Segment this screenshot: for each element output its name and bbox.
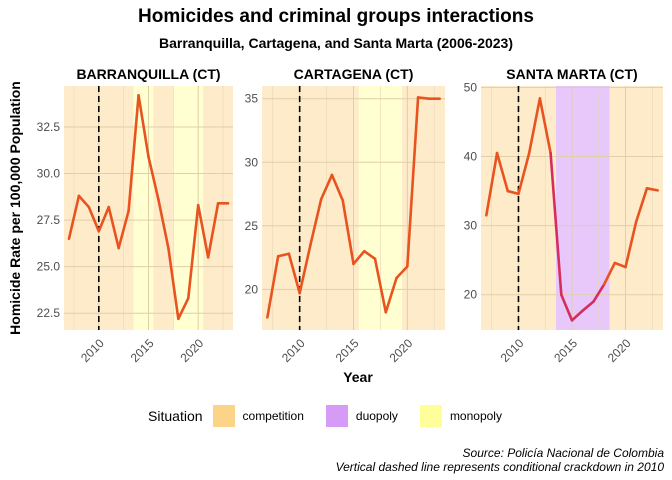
x-tick-label-barranquilla: 2020 bbox=[177, 336, 206, 365]
chart-subtitle: Barranquilla, Cartagena, and Santa Marta… bbox=[158, 35, 514, 51]
regime-band-santa-marta-1 bbox=[555, 86, 610, 330]
note-caption: Vertical dashed line represents conditio… bbox=[335, 460, 664, 474]
y-tick-label-santa-marta: 50 bbox=[464, 80, 478, 94]
x-axis-label: Year bbox=[343, 369, 373, 385]
legend-item-duopoly: duopoly bbox=[325, 405, 398, 427]
series-segment-cartagena bbox=[330, 173, 345, 202]
y-tick-label-santa-marta: 30 bbox=[464, 219, 478, 233]
series-segment-santa-marta bbox=[592, 283, 606, 303]
series-segment-santa-marta bbox=[559, 293, 574, 322]
series-segment-santa-marta bbox=[506, 189, 520, 196]
series-segment-santa-marta bbox=[645, 187, 659, 192]
series-segment-barranquilla bbox=[157, 198, 170, 250]
y-tick-label-barranquilla: 30.0 bbox=[37, 167, 61, 181]
series-segment-barranquilla bbox=[97, 205, 111, 233]
legend-label-competition: competition bbox=[242, 409, 304, 423]
series-segment-cartagena bbox=[406, 96, 420, 268]
legend-label-duopoly: duopoly bbox=[355, 409, 398, 423]
series-segment-santa-marta bbox=[613, 261, 627, 269]
y-tick-label-cartagena: 35 bbox=[245, 92, 259, 106]
series-segment-cartagena bbox=[373, 257, 388, 314]
series-segment-barranquilla bbox=[196, 203, 210, 259]
series-segment-barranquilla bbox=[67, 194, 81, 241]
y-tick-label-barranquilla: 27.5 bbox=[37, 213, 61, 227]
legend: Situation competition duopoly monopoly bbox=[0, 405, 672, 427]
x-tick-label-santa-marta: 2010 bbox=[498, 336, 527, 365]
legend-key-competition bbox=[212, 405, 235, 427]
source-caption: Source: Policía Nacional de Colombia bbox=[462, 446, 664, 460]
series-segment-cartagena bbox=[287, 252, 301, 295]
series-segment-barranquilla bbox=[206, 202, 220, 259]
series-segment-santa-marta bbox=[602, 261, 617, 286]
series-segment-cartagena bbox=[352, 249, 366, 266]
panel-title-santa-marta: SANTA MARTA (CT) bbox=[506, 66, 637, 82]
y-tick-label-cartagena: 30 bbox=[245, 155, 259, 169]
legend-item-monopoly: monopoly bbox=[419, 405, 502, 427]
legend-item-competition: competition bbox=[212, 405, 304, 427]
regime-band-barranquilla-2 bbox=[153, 86, 174, 330]
series-segment-cartagena bbox=[416, 96, 431, 101]
series-segment-cartagena bbox=[276, 252, 291, 258]
regime-band-santa-marta-2 bbox=[609, 86, 663, 330]
y-tick-label-santa-marta: 40 bbox=[464, 150, 478, 164]
y-axis-label: Homicide Rate per 100,000 Population bbox=[7, 81, 23, 335]
series-segment-barranquilla bbox=[147, 155, 160, 201]
legend-key-monopoly bbox=[419, 405, 442, 427]
x-tick-label-santa-marta: 2015 bbox=[551, 336, 580, 365]
chart-title: Homicides and criminal groups interactio… bbox=[138, 6, 534, 27]
series-segment-cartagena bbox=[395, 265, 409, 280]
x-tick-label-barranquilla: 2015 bbox=[128, 336, 157, 365]
series-segment-barranquilla bbox=[107, 205, 120, 250]
series-segment-santa-marta bbox=[634, 187, 649, 223]
series-segment-barranquilla bbox=[186, 203, 200, 300]
y-tick-label-barranquilla: 25.0 bbox=[37, 260, 61, 274]
y-tick-label-cartagena: 25 bbox=[245, 219, 259, 233]
series-segment-santa-marta bbox=[624, 220, 638, 269]
series-segment-barranquilla bbox=[127, 94, 140, 213]
series-segment-santa-marta bbox=[538, 97, 552, 155]
y-tick-label-cartagena: 20 bbox=[245, 282, 259, 296]
series-segment-barranquilla bbox=[167, 246, 180, 321]
legend-key-duopoly bbox=[325, 405, 348, 427]
series-segment-barranquilla bbox=[117, 209, 130, 250]
y-tick-label-santa-marta: 20 bbox=[464, 288, 478, 302]
x-tick-label-cartagena: 2015 bbox=[333, 336, 362, 365]
series-segment-santa-marta bbox=[527, 97, 542, 155]
regime-band-cartagena-2 bbox=[401, 86, 445, 330]
series-segment-cartagena bbox=[319, 173, 334, 201]
panel-title-barranquilla: BARRANQUILLA (CT) bbox=[76, 66, 220, 82]
x-tick-label-barranquilla: 2010 bbox=[78, 336, 107, 365]
series-segment-barranquilla bbox=[137, 94, 150, 159]
y-tick-label-barranquilla: 22.5 bbox=[37, 306, 61, 320]
series-segment-barranquilla bbox=[87, 205, 101, 233]
series-segment-cartagena bbox=[309, 197, 323, 247]
x-tick-label-cartagena: 2020 bbox=[387, 336, 416, 365]
legend-label-monopoly: monopoly bbox=[449, 409, 502, 423]
series-segment-cartagena bbox=[341, 199, 355, 266]
panel-title-cartagena: CARTAGENA (CT) bbox=[294, 66, 414, 82]
x-tick-label-cartagena: 2010 bbox=[279, 336, 308, 365]
series-segment-barranquilla bbox=[77, 194, 91, 209]
series-segment-barranquilla bbox=[177, 297, 190, 321]
series-segment-santa-marta bbox=[581, 300, 595, 312]
series-segment-cartagena bbox=[298, 243, 312, 295]
series-segment-cartagena bbox=[362, 249, 377, 261]
y-tick-label-barranquilla: 32.5 bbox=[37, 120, 61, 134]
series-segment-santa-marta bbox=[485, 151, 499, 217]
series-segment-santa-marta bbox=[517, 151, 531, 196]
series-segment-cartagena bbox=[266, 254, 280, 319]
legend-title: Situation bbox=[148, 408, 203, 424]
series-segment-cartagena bbox=[384, 276, 398, 314]
series-segment-santa-marta bbox=[549, 151, 563, 297]
x-tick-label-santa-marta: 2020 bbox=[605, 336, 634, 365]
series-segment-santa-marta bbox=[570, 309, 585, 322]
series-segment-santa-marta bbox=[495, 151, 510, 193]
